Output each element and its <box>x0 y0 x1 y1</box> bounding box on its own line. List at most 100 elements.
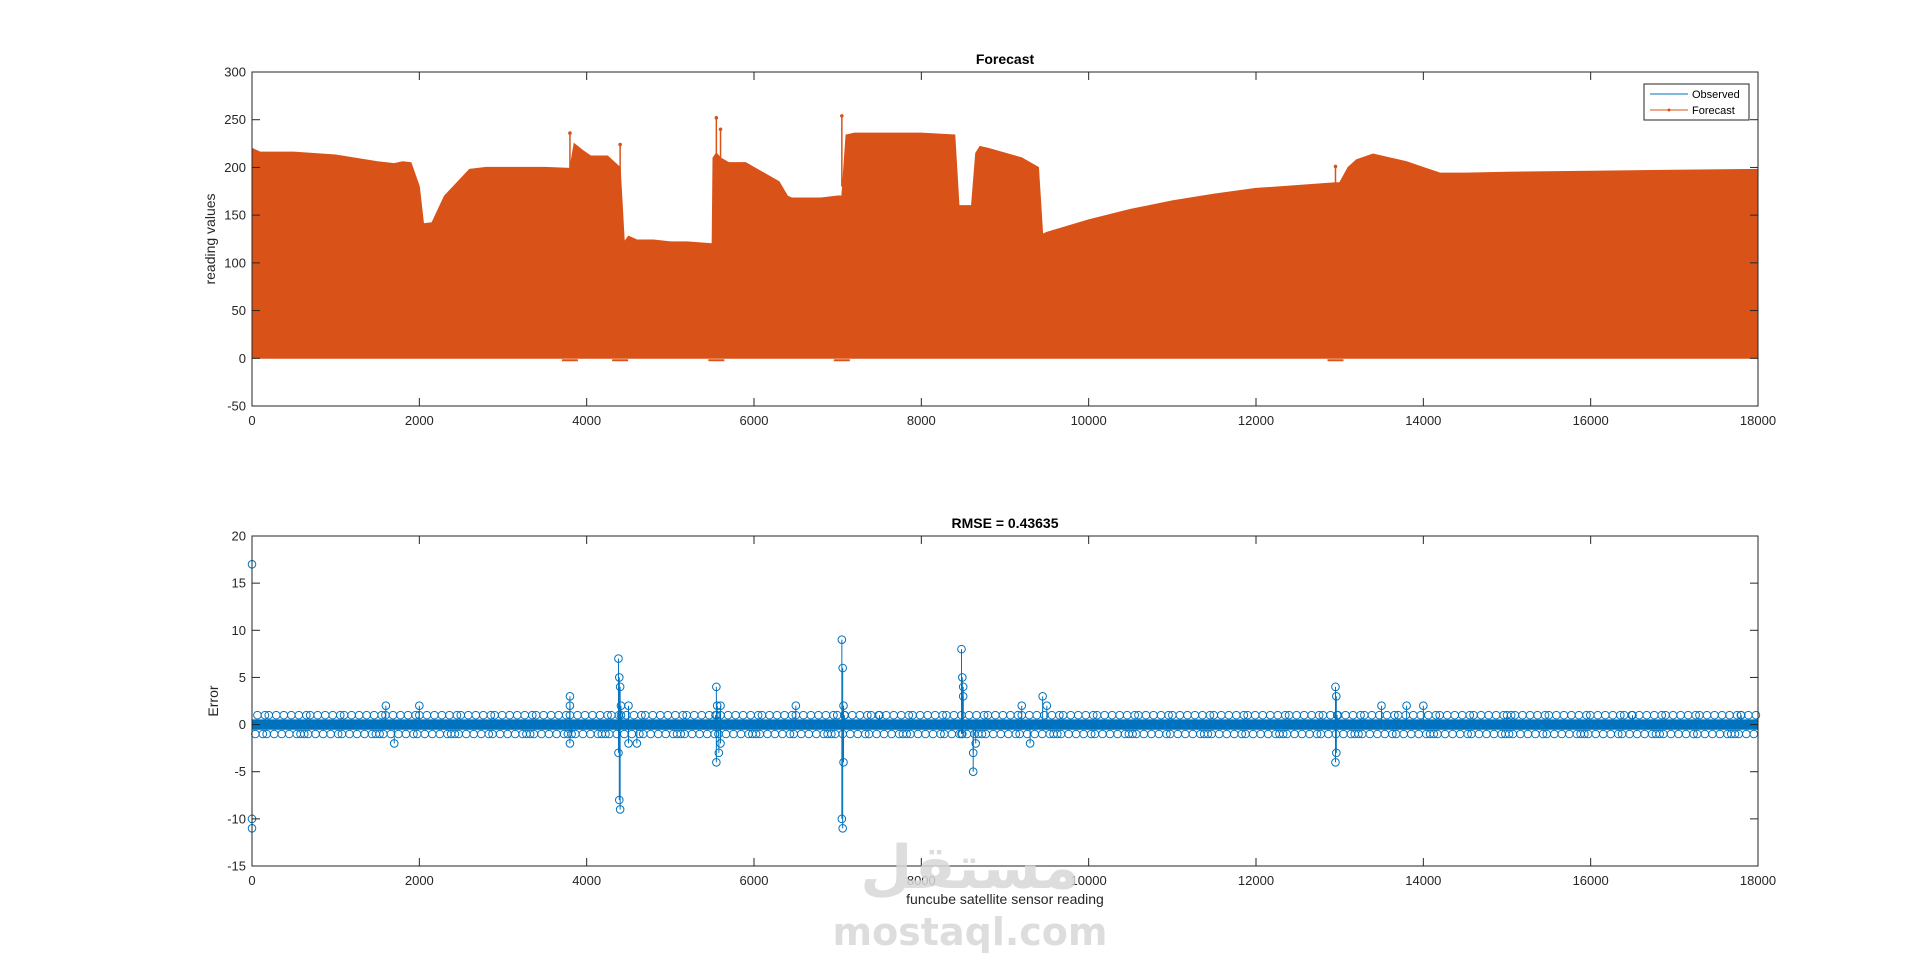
error-marker <box>1702 710 1712 720</box>
error-marker <box>1198 710 1207 720</box>
forecast-y-tick-label: 100 <box>224 255 246 270</box>
error-marker <box>1128 729 1137 739</box>
forecast-y-tick-label: 300 <box>224 65 246 80</box>
error-outlier-marker <box>389 739 399 748</box>
error-marker <box>1224 710 1234 720</box>
error-marker <box>1489 729 1499 739</box>
error-marker <box>1216 710 1226 720</box>
error-marker <box>1708 729 1717 739</box>
error-marker <box>302 710 311 720</box>
error-marker <box>1455 729 1465 739</box>
error-marker <box>595 710 605 720</box>
forecast-axes-box <box>251 71 1759 407</box>
error-outlier-marker <box>615 682 625 692</box>
error-marker <box>879 729 889 739</box>
error-marker <box>1424 710 1433 720</box>
error-marker <box>1273 710 1283 720</box>
error-marker <box>1504 729 1514 739</box>
error-y-tick-label: -10 <box>227 811 246 826</box>
error-marker <box>1457 710 1467 720</box>
error-marker <box>1290 729 1299 739</box>
error-x-tick-label: 16000 <box>1573 873 1609 888</box>
error-outlier-marker <box>614 748 623 758</box>
error-marker <box>313 710 322 720</box>
error-marker <box>294 710 304 720</box>
error-marker <box>420 729 430 739</box>
error-marker <box>495 729 505 739</box>
error-marker <box>736 729 746 739</box>
error-marker <box>1540 710 1550 720</box>
error-marker <box>1214 729 1224 739</box>
forecast-legend[interactable]: Observed Forecast <box>1643 83 1750 121</box>
error-marker <box>988 729 998 739</box>
error-marker <box>1725 710 1734 720</box>
error-marker <box>1388 729 1397 739</box>
error-outlier-marker <box>1502 710 1512 720</box>
error-marker <box>362 710 371 720</box>
error-marker <box>1141 710 1151 720</box>
error-marker <box>1011 729 1021 739</box>
error-marker <box>977 729 987 739</box>
error-marker <box>1574 710 1584 720</box>
error-outlier-marker <box>615 805 625 814</box>
forecast-spike-marker <box>718 127 723 132</box>
error-marker <box>476 729 486 739</box>
forecast-x-tick-label: 10000 <box>1071 413 1107 428</box>
error-marker <box>1751 710 1761 720</box>
error-marker <box>930 710 940 720</box>
error-marker <box>1004 729 1013 739</box>
error-marker <box>1149 710 1158 720</box>
forecast-x-tick-label: 8000 <box>907 413 936 428</box>
error-marker <box>915 710 925 720</box>
forecast-y-tick-label: 0 <box>239 351 246 366</box>
error-outlier-marker <box>958 729 967 739</box>
error-marker <box>512 710 522 720</box>
error-marker <box>1559 710 1569 720</box>
error-marker <box>1516 729 1525 739</box>
error-outlier-marker <box>1331 757 1340 767</box>
error-marker <box>646 729 655 739</box>
forecast-x-tick-label: 12000 <box>1238 413 1274 428</box>
error-marker <box>678 710 688 720</box>
forecast-spike-marker <box>618 142 622 147</box>
error-outlier-marker <box>837 635 847 645</box>
forecast-y-tick-label: -50 <box>227 399 246 414</box>
error-outlier-marker <box>614 654 623 663</box>
error-outlier-marker <box>415 701 424 711</box>
watermark: مستقل mostaql.com <box>832 833 1107 954</box>
error-y-tick-label: 5 <box>239 670 246 685</box>
error-marker <box>663 710 673 720</box>
error-marker <box>1265 710 1275 720</box>
error-marker <box>1263 729 1273 739</box>
legend-box <box>1643 83 1750 121</box>
error-marker <box>1055 710 1064 720</box>
error-marker <box>729 729 738 739</box>
error-marker <box>1474 729 1484 739</box>
error-outlier-marker <box>1332 748 1341 758</box>
error-marker <box>271 710 281 720</box>
error-marker <box>687 729 697 739</box>
error-outlier-marker <box>714 748 724 758</box>
forecast-y-ticks: 300 250 200 150 100 50 0 -50 <box>224 65 1758 414</box>
error-outlier-marker <box>971 739 981 748</box>
error-y-tick-label: -5 <box>234 764 246 779</box>
error-marker <box>1700 729 1710 739</box>
error-marker <box>1567 710 1576 720</box>
forecast-y-tick-label: 250 <box>224 112 246 127</box>
error-marker <box>586 729 595 739</box>
legend-forecast-marker <box>1667 108 1671 112</box>
error-marker <box>1307 710 1316 720</box>
error-x-ticks: 0 2000 4000 6000 8000 10000 12000 14000 16000 180… <box>248 536 1776 888</box>
error-marker <box>923 710 932 720</box>
error-marker <box>1052 729 1062 739</box>
error-outlier-marker <box>712 757 721 767</box>
error-marker <box>1613 729 1623 739</box>
forecast-x-tick-label: 6000 <box>740 413 769 428</box>
error-marker <box>1066 710 1075 720</box>
error-marker <box>1250 710 1260 720</box>
forecast-spike-marker <box>714 116 719 120</box>
forecast-x-tick-label: 18000 <box>1740 413 1776 428</box>
error-marker <box>799 710 808 720</box>
error-outlier-marker <box>837 814 847 824</box>
error-marker <box>998 710 1008 720</box>
